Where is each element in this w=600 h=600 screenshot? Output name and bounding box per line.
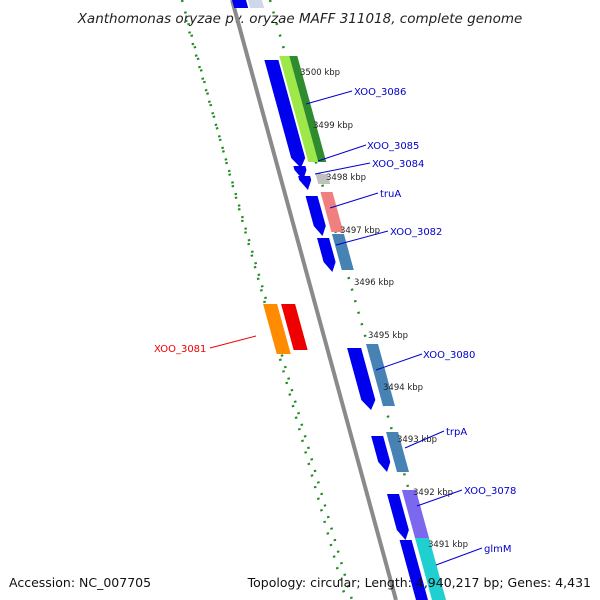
scale-label-3495: 3495 kbp [368,331,408,341]
gene-label-xoo-3084[interactable]: XOO_3084 [372,159,424,170]
scale-label-3498: 3498 kbp [326,173,366,183]
gene-label-xoo-3085[interactable]: XOO_3085 [367,141,419,152]
track-outline-mid [205,0,370,600]
gene-feature-xoo-3080-blue[interactable] [347,348,376,410]
gene-feature-xoo-3078-blue[interactable] [387,494,409,540]
gene-feature-top-light[interactable] [248,0,265,8]
gene-feature-xoo-3086-lightgreen[interactable] [279,56,319,162]
gene-feature-trpa-cog[interactable] [386,432,409,472]
leader-xoo-3078 [416,489,463,507]
gene-label-xoo-3080[interactable]: XOO_3080 [423,350,475,361]
leader-trpa [404,430,445,449]
leader-xoo-3082 [335,230,389,246]
map-title: Xanthomonas oryzae pv. oryzae MAFF 31101… [77,11,523,27]
gene-label-xoo-3082[interactable]: XOO_3082 [390,227,442,238]
scale-label-3500: 3500 kbp [300,68,340,78]
gene-feature-xoo-3084-cog[interactable] [315,174,331,184]
gene-feature-xoo-3082-cog[interactable] [331,234,354,270]
gene-feature-trpa-blue[interactable] [371,436,391,472]
gene-feature-xoo-3084[interactable] [298,176,312,190]
gene-feature-trua-blue[interactable] [305,196,326,236]
gene-feature-glmm-cog[interactable] [415,538,446,600]
genome-summary-text: Topology: circular; Length: 4,940,217 bp… [247,575,591,590]
leader-xoo-3084 [314,162,371,175]
gene-feature-xoo-3081-red[interactable] [281,304,308,350]
scale-label-3499: 3499 kbp [313,121,353,131]
gene-label-xoo-3078[interactable]: XOO_3078 [464,486,516,497]
gene-feature-xoo-3082-blue[interactable] [317,238,336,272]
scale-label-3494: 3494 kbp [383,383,423,393]
leader-xoo-3085 [317,144,367,162]
scale-label-3493: 3493 kbp [397,435,437,445]
gene-feature-glmm-blue[interactable] [399,540,428,600]
leader-xoo-3081 [209,335,257,349]
gene-feature-xoo-3080-cog[interactable] [366,344,395,406]
scale-label-3497: 3497 kbp [340,226,380,236]
label-leaders [209,90,483,566]
gene-label-trpa[interactable]: trpA [446,427,467,438]
leader-xoo-3080 [375,353,423,371]
gene-feature-xoo-3086-green[interactable] [289,56,327,162]
gene-label-trua[interactable]: truA [380,189,401,200]
gene-labels: XOO_3086 XOO_3085 XOO_3084 truA XOO_3082… [154,87,516,555]
leader-trua [329,192,379,209]
gene-label-xoo-3086[interactable]: XOO_3086 [354,87,406,98]
gene-features [232,0,446,600]
accession-text: Accession: NC_007705 [9,575,151,590]
leader-glmm [435,547,483,566]
genome-backbone [230,0,398,600]
scale-label-3491: 3491 kbp [428,540,468,550]
gene-label-glmm[interactable]: glmM [484,544,512,555]
leader-xoo-3086 [305,90,353,105]
gene-feature-xoo-3081-orange[interactable] [263,304,291,354]
gene-feature-top-blue[interactable] [232,0,249,8]
gene-feature-trua-cog[interactable] [320,192,344,232]
gene-feature-xoo-3086-blue[interactable] [264,60,306,168]
scale-label-3496: 3496 kbp [354,278,394,288]
scale-label-3492: 3492 kbp [413,488,453,498]
gene-feature-xoo-3078-cog[interactable] [401,490,430,538]
gene-label-xoo-3081[interactable]: XOO_3081 [154,344,206,355]
scale-labels: 3500 kbp 3499 kbp 3498 kbp 3497 kbp 3496… [300,68,468,550]
